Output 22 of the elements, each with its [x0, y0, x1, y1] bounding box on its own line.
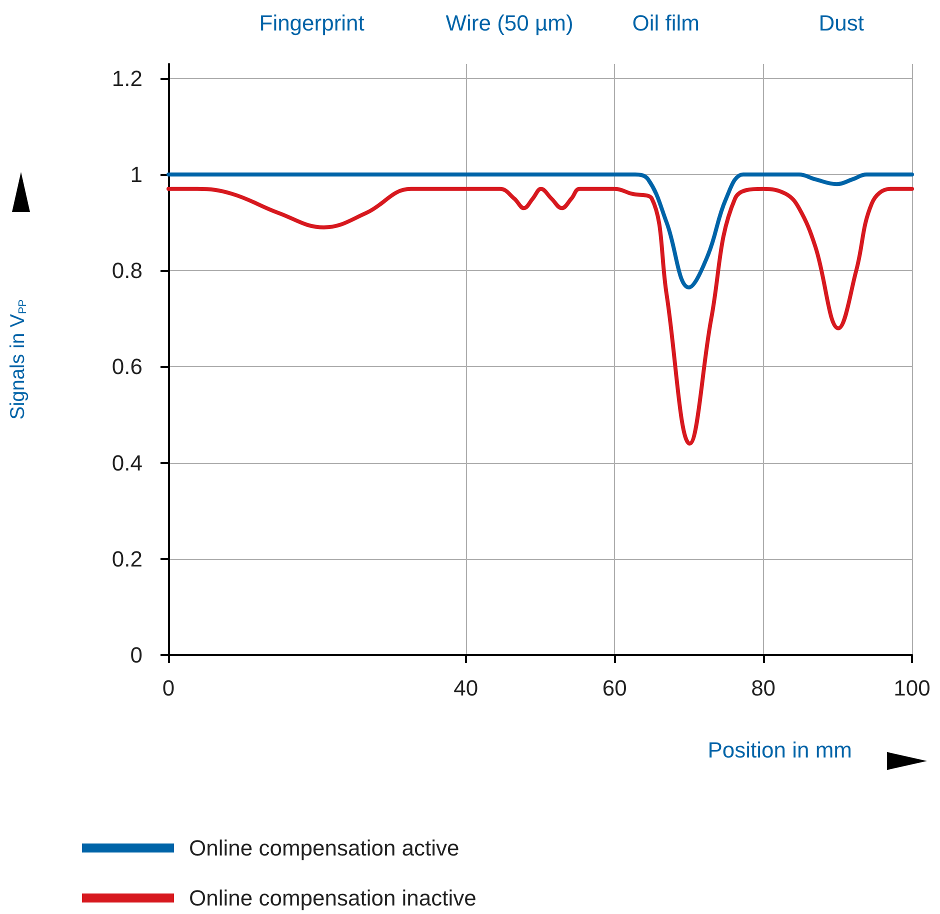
y-tick-label: 1	[130, 162, 142, 188]
y-tick-label: 0.8	[112, 258, 142, 284]
x-tick-label: 40	[454, 676, 478, 700]
text: Fingerprint	[259, 10, 364, 36]
x-tick-label: 60	[602, 676, 627, 700]
y-tick-label: 0	[130, 642, 142, 668]
legend-label: Online compensation inactive	[189, 886, 476, 910]
legend-label: Online compensation active	[189, 836, 460, 860]
y-tick-label: 0.4	[112, 450, 142, 476]
x-tick-label: 0	[162, 676, 175, 700]
x-tick-label: 80	[751, 676, 776, 700]
text: Wire (50 µm)	[446, 10, 574, 36]
text: Dust	[818, 10, 864, 36]
y-tick-label: 0.6	[112, 354, 142, 380]
y-tick-label: 0.2	[112, 546, 142, 572]
x-axis-title: Position in mm	[708, 738, 852, 762]
y-axis-title: Signals in VPP	[7, 299, 29, 420]
text: Oil film	[632, 10, 700, 36]
y-tick-label: 1.2	[112, 66, 142, 91]
line-series	[166, 172, 914, 290]
line-series	[166, 186, 914, 446]
x-tick-label: 100	[894, 676, 930, 700]
